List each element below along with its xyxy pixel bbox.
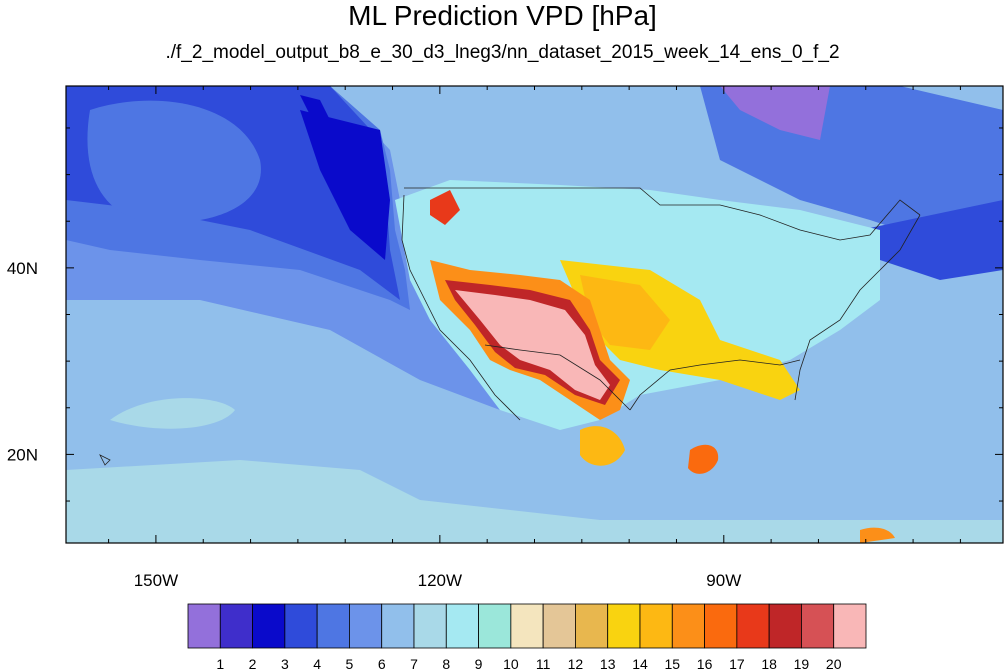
lon-label: 90W [706, 571, 741, 590]
hudson-bay [720, 86, 830, 140]
alaska-coast [300, 95, 330, 125]
colorbar-swatch [768, 603, 802, 649]
colorbar-label: 5 [346, 656, 354, 672]
colorbar-label: 20 [826, 656, 842, 672]
pacific-coast-low [300, 110, 390, 260]
axis-labels: 150W 120W 90W 40N 20N [7, 259, 741, 590]
colorbar-label: 8 [442, 656, 450, 672]
mexico-hotspot [580, 426, 625, 466]
colorbar-label: 13 [600, 656, 616, 672]
colorbar-label: 2 [249, 656, 257, 672]
colorbar-label: 19 [794, 656, 810, 672]
colorbar-swatch [607, 603, 641, 649]
lon-label: 120W [418, 571, 462, 590]
colorbar-swatch [510, 603, 544, 649]
colorbar-swatch [252, 603, 286, 649]
lat-label: 40N [7, 259, 38, 278]
gulf-hotspot [688, 444, 719, 474]
colorbar-swatch [704, 603, 738, 649]
east-coastline [794, 214, 921, 401]
gulf-coastline [629, 359, 801, 411]
colorbar-swatch [478, 603, 512, 649]
page-title: ML Prediction VPD [hPa] [348, 0, 657, 31]
lon-label: 150W [134, 571, 178, 590]
map-field [66, 86, 1003, 543]
colorbar-label: 16 [697, 656, 713, 672]
colorbar-label: 3 [281, 656, 289, 672]
colorbar: 1 2 3 4 5 6 7 8 9 10 11 12 13 14 15 16 17 18 19 20 [187, 603, 867, 672]
colorbar-swatch [316, 603, 350, 649]
south-america-hotspot [860, 527, 895, 543]
colorbar-label: 4 [313, 656, 321, 672]
colorbar-swatch [736, 603, 770, 649]
colorbar-swatch [381, 603, 415, 649]
lat-label: 20N [7, 445, 38, 464]
colorbar-swatch [542, 603, 576, 649]
southwest-extreme [455, 290, 610, 400]
colorbar-label: 9 [475, 656, 483, 672]
colorbar-label: 11 [536, 656, 551, 672]
colorbar-label: 10 [503, 656, 519, 672]
hawaii-region [110, 398, 235, 429]
colorbar-label: 12 [568, 656, 584, 672]
colorbar-swatch [445, 603, 479, 649]
atlantic-low [860, 200, 1003, 280]
colorbar-label: 15 [664, 656, 680, 672]
page-subtitle: ./f_2_model_output_b8_e_30_d3_lneg3/nn_d… [165, 42, 840, 63]
texas-high [580, 275, 670, 350]
colorbar-swatch [349, 603, 383, 649]
colorbar-label: 17 [729, 656, 745, 672]
colorbar-swatch [575, 603, 609, 649]
colorbar-label: 7 [410, 656, 418, 672]
us-canada-border [404, 187, 720, 206]
colorbar-label: 14 [632, 656, 648, 672]
colorbar-swatch [219, 603, 253, 649]
southern-band [66, 460, 1003, 543]
colorbar-swatch [671, 603, 705, 649]
colorbar-swatch [187, 603, 221, 649]
colorbar-swatch [413, 603, 447, 649]
hawaii-islands [99, 454, 111, 466]
colorbar-swatch [639, 603, 673, 649]
colorbar-swatch [284, 603, 318, 649]
colorbar-label: 18 [761, 656, 777, 672]
colorbar-label: 1 [216, 656, 224, 672]
colorbar-label: 6 [378, 656, 386, 672]
west-coastline [401, 194, 521, 421]
pacific-eddy [87, 100, 261, 223]
coastlines-borders [99, 187, 921, 466]
us-mexico-border [484, 344, 631, 411]
great-lakes-border [719, 199, 921, 241]
axis-ticks [66, 86, 1003, 543]
colorbar-swatch [833, 603, 867, 649]
washington-hotspot [430, 190, 460, 225]
colorbar-swatch [801, 603, 835, 649]
